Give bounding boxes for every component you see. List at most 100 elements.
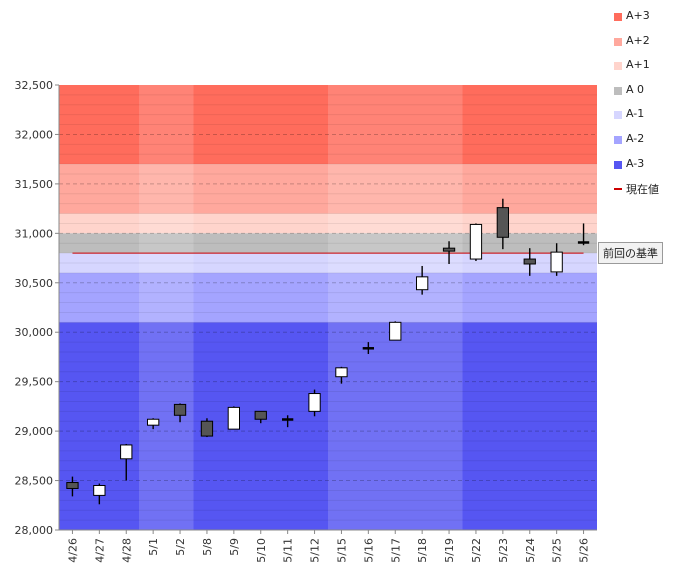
band-0-week-1 xyxy=(139,85,194,165)
y-tick-label: 31,000 xyxy=(15,227,54,240)
band-4-week-1 xyxy=(139,253,194,273)
band-2-week-1-tint xyxy=(139,213,194,234)
band-0-week-2 xyxy=(193,85,328,165)
candle-5/8 xyxy=(200,418,214,438)
x-tick-label: 5/18 xyxy=(416,538,429,563)
x-tick-label: 5/9 xyxy=(228,538,241,556)
band-6-week-2 xyxy=(193,322,328,530)
candle-body xyxy=(254,410,267,420)
candle-body xyxy=(282,418,294,421)
band-1-week-0 xyxy=(59,164,140,214)
legend-swatch xyxy=(614,160,622,169)
candle-5/9 xyxy=(227,406,240,430)
legend-line-swatch xyxy=(614,188,622,191)
band-6-week-1 xyxy=(139,322,194,530)
band-5-week-0 xyxy=(59,272,140,323)
band-2-week-1 xyxy=(139,213,194,234)
x-tick-label: 5/11 xyxy=(282,538,295,563)
x-tick-label: 4/26 xyxy=(66,538,79,563)
y-tick-label: 28,000 xyxy=(15,524,54,537)
candle-5/17 xyxy=(389,321,402,341)
candle-body xyxy=(308,393,321,412)
candle-body xyxy=(120,444,133,460)
band-2-week-2 xyxy=(193,213,328,234)
band-5-week-2 xyxy=(193,272,328,323)
legend-label: 現在値 xyxy=(626,183,659,197)
candle-layer xyxy=(66,198,590,505)
band-0-week-4 xyxy=(462,85,597,165)
y-tick-label: 32,000 xyxy=(15,128,54,141)
legend-label: A-3 xyxy=(626,156,645,170)
band-2-week-3-tint xyxy=(328,213,463,234)
legend-swatch xyxy=(614,135,622,144)
legend-label: A+3 xyxy=(626,9,650,22)
legend-item: A+3 xyxy=(614,9,692,34)
y-tick-label: 28,500 xyxy=(15,475,54,488)
x-tick-label: 5/16 xyxy=(362,538,375,563)
candle-body xyxy=(442,247,456,252)
candle-body xyxy=(416,276,429,291)
legend-item: A-3 xyxy=(614,157,692,182)
candle-5/10 xyxy=(254,410,267,424)
candle-5/2 xyxy=(173,403,187,423)
band-2-week-4 xyxy=(462,213,597,234)
band-5-week-3-tint xyxy=(328,272,463,323)
legend-item: A+1 xyxy=(614,58,692,83)
candle-5/12 xyxy=(308,389,321,417)
band-1-week-3-tint xyxy=(328,164,463,214)
legend-item: A-2 xyxy=(614,132,692,157)
y-tick-label: 32,500 xyxy=(15,79,54,92)
band-3-week-2 xyxy=(193,233,328,254)
band-2-week-3 xyxy=(328,213,463,234)
band-1-week-2 xyxy=(193,164,328,214)
candle-body xyxy=(147,418,160,426)
x-tick-label: 5/25 xyxy=(551,538,564,563)
candle-5/1 xyxy=(147,418,160,430)
candle-4/27 xyxy=(93,483,106,505)
legend-item: A 0 xyxy=(614,83,692,108)
band-4-week-0 xyxy=(59,253,140,273)
band-6-week-3 xyxy=(328,322,463,530)
candle-body xyxy=(469,223,483,260)
x-tick-label: 5/12 xyxy=(309,538,322,563)
candle-5/25 xyxy=(550,243,563,276)
legend-swatch xyxy=(614,111,622,120)
x-tick-label: 5/2 xyxy=(174,538,187,556)
legend-item: A+2 xyxy=(614,34,692,59)
candle-5/22 xyxy=(469,223,483,262)
x-tick-label: 5/23 xyxy=(497,538,510,563)
candle-5/16 xyxy=(362,342,374,354)
x-tick-label: 5/15 xyxy=(335,538,348,563)
band-4-week-3-tint xyxy=(328,253,463,273)
candle-body xyxy=(173,403,187,416)
candle-body xyxy=(227,406,240,430)
band-3-week-3 xyxy=(328,233,463,254)
band-1-week-1 xyxy=(139,164,194,214)
x-tick-label: 5/19 xyxy=(443,538,456,563)
band-layer xyxy=(59,85,597,530)
band-0-week-1-tint xyxy=(139,85,194,165)
band-5-week-1 xyxy=(139,272,194,323)
x-tick-label: 5/22 xyxy=(470,538,483,563)
band-0-week-0 xyxy=(59,85,140,165)
band-3-week-1-tint xyxy=(139,233,194,254)
y-tick-label: 29,500 xyxy=(15,376,54,389)
y-tick-label: 30,000 xyxy=(15,326,54,339)
band-3-week-0 xyxy=(59,233,140,254)
candle-body xyxy=(496,207,509,238)
x-tick-label: 4/28 xyxy=(120,538,133,563)
band-5-week-4 xyxy=(462,272,597,323)
candle-5/19 xyxy=(442,241,456,264)
band-4-week-3 xyxy=(328,253,463,273)
band-1-week-4 xyxy=(462,164,597,214)
y-tick-label: 29,000 xyxy=(15,425,54,438)
band-5-week-3 xyxy=(328,272,463,323)
candle-5/15 xyxy=(335,366,348,384)
band-3-week-4 xyxy=(462,233,597,254)
legend: A+3 A+2 A+1 A 0 A-1 A-2 A-3 現在値 xyxy=(614,9,692,206)
x-tick-label: 4/27 xyxy=(93,538,106,563)
band-3-week-3-tint xyxy=(328,233,463,254)
candle-body xyxy=(335,367,348,378)
band-1-week-1-tint xyxy=(139,164,194,214)
